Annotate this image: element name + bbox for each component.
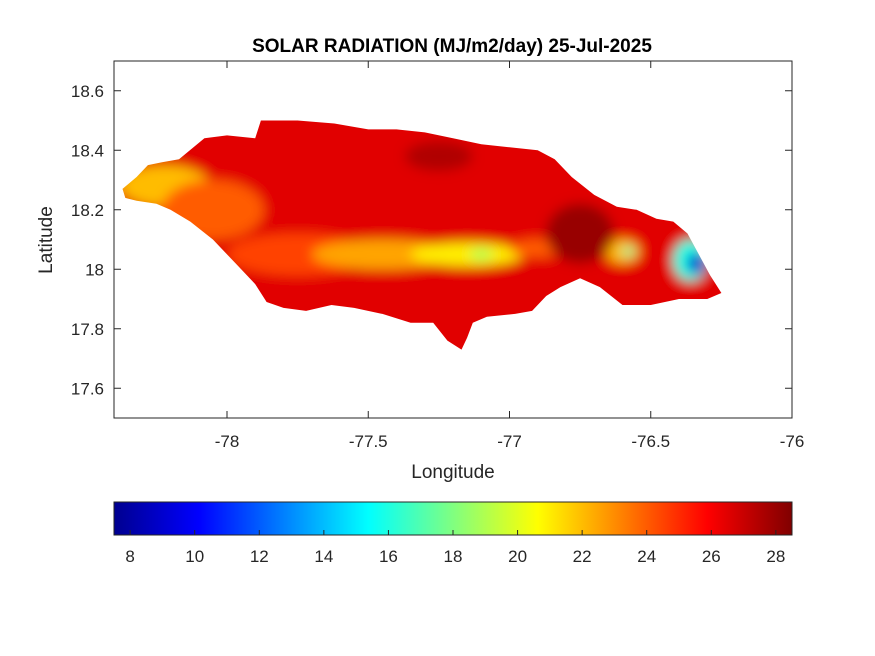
chart-title: SOLAR RADIATION (MJ/m2/day) 25-Jul-2025 xyxy=(252,36,652,57)
field-region-6 xyxy=(470,248,493,261)
colorbar xyxy=(113,501,793,536)
x-tick-label: -78 xyxy=(215,432,240,451)
colorbar-tick-label: 8 xyxy=(125,547,134,566)
x-tick-label: -77.5 xyxy=(349,432,388,451)
colorbar-tick-label: 28 xyxy=(766,547,785,566)
plot-frame xyxy=(113,60,793,419)
colorbar-tick-label: 12 xyxy=(250,547,269,566)
y-tick-label: 18 xyxy=(85,260,104,279)
x-tick-label: -76.5 xyxy=(631,432,670,451)
x-axis-ticks: -78 -77.5 -77 -76.5 -76 xyxy=(215,61,805,451)
colorbar-tick-label: 24 xyxy=(637,547,656,566)
field-region-8 xyxy=(605,239,640,264)
colorbar-tick-label: 26 xyxy=(702,547,721,566)
y-tick-label: 18.4 xyxy=(71,141,104,160)
y-axis-label: Latitude xyxy=(36,206,57,274)
colorbar-tick-label: 22 xyxy=(573,547,592,566)
field-region-11 xyxy=(687,252,705,274)
field-region-13 xyxy=(546,203,614,264)
y-tick-label: 17.8 xyxy=(71,320,104,339)
colorbar-tick-label: 20 xyxy=(508,547,527,566)
field-region-12 xyxy=(405,141,473,172)
x-tick-label: -76 xyxy=(780,432,805,451)
x-tick-label: -77 xyxy=(497,432,522,451)
y-tick-label: 18.6 xyxy=(71,82,104,101)
y-tick-label: 18.2 xyxy=(71,201,104,220)
y-tick-label: 17.6 xyxy=(71,379,104,398)
field-region-5 xyxy=(410,242,524,267)
field-region-9 xyxy=(622,246,634,256)
colorbar-tick-label: 14 xyxy=(314,547,333,566)
x-axis-label: Longitude xyxy=(411,462,494,483)
colorbar-tick-label: 18 xyxy=(444,547,463,566)
colorbar-ticks: 8 10 12 14 16 18 20 22 24 26 28 xyxy=(125,530,785,566)
colorbar-tick-label: 10 xyxy=(185,547,204,566)
y-axis-ticks: 17.6 17.8 18 18.2 18.4 18.6 xyxy=(71,82,792,398)
colorbar-tick-label: 16 xyxy=(379,547,398,566)
field-region-4 xyxy=(311,239,453,270)
